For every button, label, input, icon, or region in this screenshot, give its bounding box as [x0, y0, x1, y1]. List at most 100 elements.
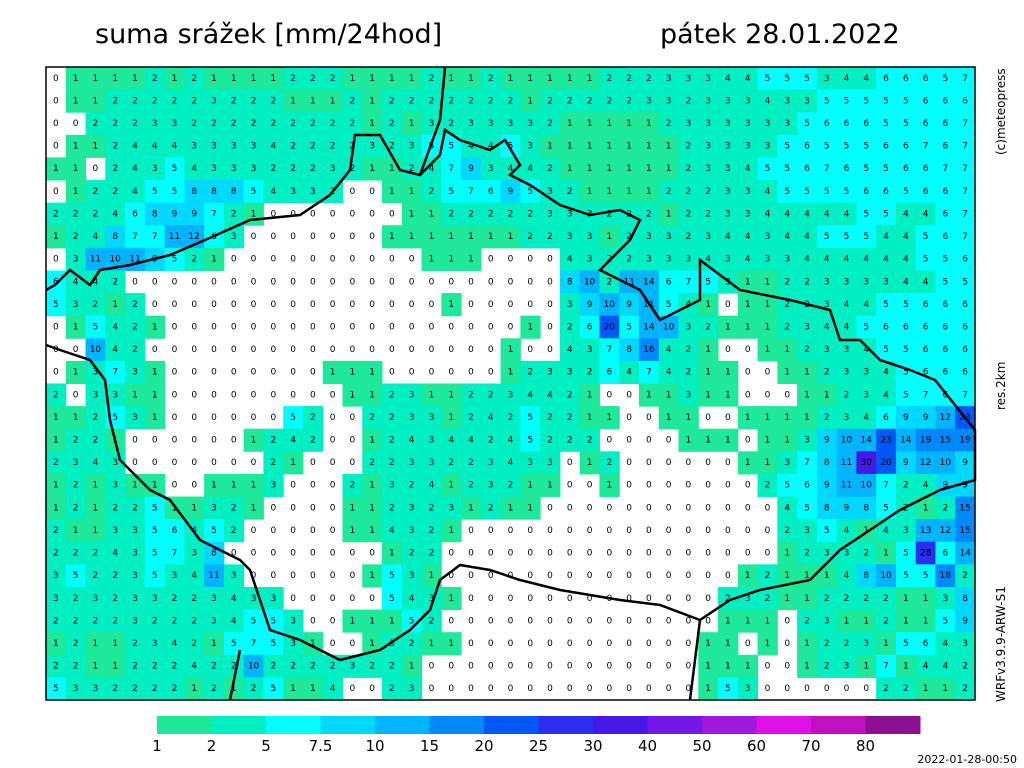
cell-value: 4	[666, 345, 672, 355]
precip-cell	[579, 451, 600, 475]
cell-value: 0	[547, 639, 553, 649]
cell-value: 7	[962, 232, 968, 242]
cell-value: 0	[666, 571, 672, 581]
precip-cell	[85, 338, 106, 362]
precip-cell	[718, 134, 739, 158]
cell-value: 2	[231, 662, 237, 672]
precip-cell	[362, 112, 383, 136]
precip-cell	[263, 586, 284, 611]
cell-value: 6	[962, 300, 968, 310]
cell-value: 3	[172, 571, 178, 581]
cell-value: 3	[191, 549, 197, 559]
cell-value: 0	[231, 300, 237, 310]
cell-value: 5	[389, 571, 395, 581]
cell-value: 3	[211, 503, 217, 513]
precip-cell	[718, 383, 739, 407]
cell-value: 0	[626, 436, 632, 446]
precip-cell	[638, 360, 660, 384]
cell-value: 1	[211, 481, 217, 491]
precip-cell	[915, 677, 936, 701]
precip-cell	[362, 564, 383, 588]
precip-cell	[895, 541, 917, 565]
cell-value: 0	[330, 232, 336, 242]
cell-value: 0	[231, 436, 237, 446]
cell-value: 0	[270, 209, 276, 219]
cell-value: 0	[270, 322, 276, 332]
cell-value: 5	[942, 255, 948, 265]
cell-value: 2	[112, 142, 118, 152]
cell-value: 4	[903, 232, 909, 242]
cell-value: 2	[686, 164, 692, 174]
cell-value: 2	[409, 639, 415, 649]
precip-cell	[638, 270, 660, 294]
cell-value: 2	[409, 96, 415, 106]
cell-value: 0	[547, 503, 553, 513]
cell-value: 0	[686, 684, 692, 694]
precip-cell	[125, 677, 146, 701]
cell-value: 4	[705, 255, 711, 265]
precip-cell	[125, 360, 146, 384]
precip-cell	[935, 451, 956, 475]
cell-value: 1	[666, 142, 672, 152]
precip-cell	[895, 406, 917, 430]
cell-value: 4	[844, 322, 850, 332]
precip-cell	[223, 519, 245, 543]
cell-value: 5	[784, 187, 790, 197]
cell-value: 0	[547, 549, 553, 559]
cell-value: 0	[725, 526, 731, 536]
precip-cell	[421, 632, 442, 656]
cell-value: 1	[73, 187, 79, 197]
precip-cell	[915, 293, 936, 317]
legend-swatch	[702, 716, 757, 734]
precip-cell	[698, 157, 719, 181]
precip-cell	[441, 225, 462, 249]
cell-value: 1	[705, 639, 711, 649]
legend-swatch	[266, 716, 321, 734]
cell-value: 10	[248, 662, 260, 672]
precip-cell	[263, 451, 284, 475]
precip-cell	[718, 67, 739, 91]
cell-value: 0	[745, 503, 751, 513]
cell-value: 3	[863, 639, 869, 649]
precip-cell	[856, 564, 877, 588]
precip-cell	[243, 89, 264, 113]
precip-cell	[797, 360, 818, 384]
cell-value: 1	[587, 164, 593, 174]
cell-value: 3	[705, 232, 711, 242]
precip-cell	[915, 67, 936, 91]
cell-value: 0	[310, 549, 316, 559]
precip-cell	[895, 338, 917, 362]
cell-value: 4	[863, 345, 869, 355]
cell-value: 0	[646, 571, 652, 581]
precip-cell	[599, 89, 620, 113]
cell-value: 5	[784, 481, 790, 491]
precip-cell	[65, 134, 87, 158]
resolution: res.2km	[994, 362, 1008, 410]
cell-value: 0	[350, 413, 356, 423]
cell-value: 0	[488, 300, 494, 310]
cell-value: 20	[880, 458, 892, 468]
map-date: pátek 28.01.2022	[660, 19, 900, 50]
cell-value: 3	[844, 345, 850, 355]
precip-cell	[461, 180, 482, 204]
cell-value: 3	[409, 503, 415, 513]
cell-value: 0	[330, 345, 336, 355]
cell-value: 6	[942, 549, 948, 559]
cell-value: 3	[429, 594, 435, 604]
cell-value: 6	[903, 164, 909, 174]
cell-value: 0	[508, 662, 514, 672]
cell-value: 0	[765, 684, 771, 694]
cell-value: 8	[626, 345, 632, 355]
precip-cell	[480, 180, 502, 204]
precip-cell	[599, 180, 620, 204]
cell-value: 2	[310, 662, 316, 672]
precip-cell	[164, 519, 185, 543]
precip-cell	[935, 677, 956, 701]
precip-cell	[915, 270, 936, 294]
precip-cell	[461, 496, 482, 520]
cell-value: 6	[942, 142, 948, 152]
cell-value: 5	[152, 526, 158, 536]
cell-value: 5	[270, 684, 276, 694]
cell-value: 3	[745, 209, 751, 219]
cell-value: 3	[646, 255, 652, 265]
